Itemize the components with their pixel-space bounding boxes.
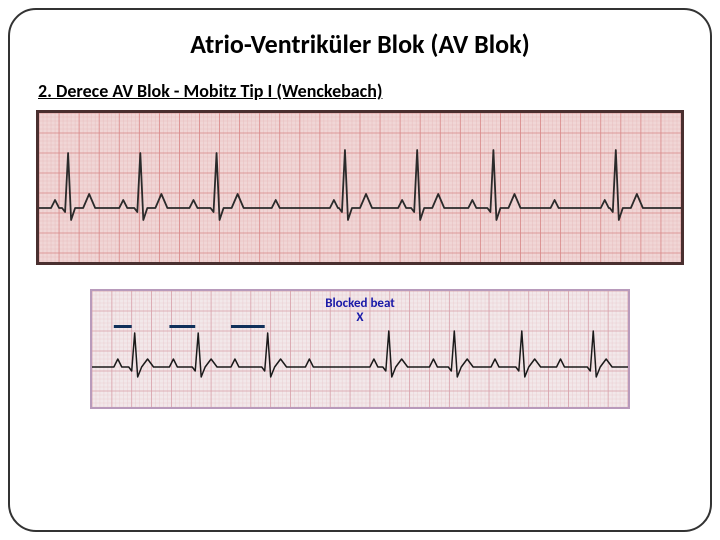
- blocked-label-x: X: [356, 310, 363, 325]
- slide-frame: Atrio-Ventriküler Blok (AV Blok) 2. Dere…: [8, 8, 712, 532]
- slide-title: Atrio-Ventriküler Blok (AV Blok): [10, 28, 710, 60]
- blocked-label-text: Blocked beat: [325, 296, 395, 311]
- blocked-beat-label: Blocked beat X: [92, 297, 628, 326]
- ecg-strip-bottom: Blocked beat X: [90, 289, 630, 409]
- ecg-trace-top: [39, 113, 681, 262]
- slide-subtitle: 2. Derece AV Blok - Mobitz Tip I (Wencke…: [38, 80, 710, 102]
- ecg-strip-top: [36, 110, 684, 265]
